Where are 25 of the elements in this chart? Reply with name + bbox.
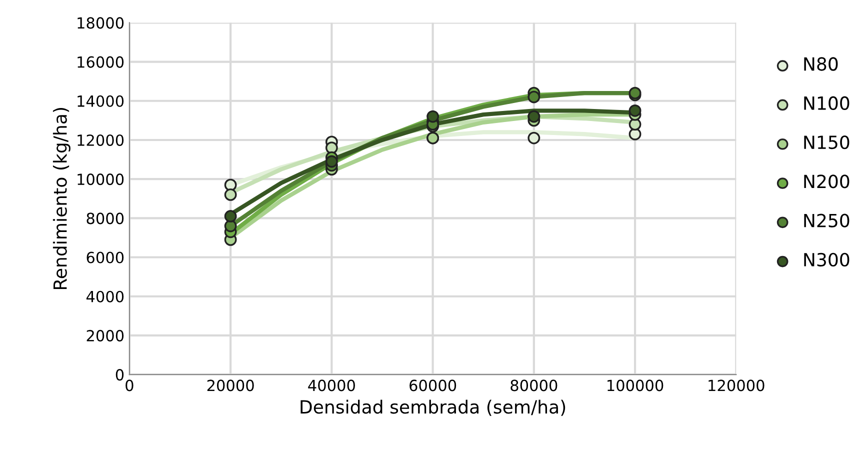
legend-label: N100 bbox=[804, 96, 850, 110]
y-tick-label: 14000 bbox=[78, 95, 124, 107]
y-tick-label: 12000 bbox=[78, 134, 124, 146]
legend-label: N80 bbox=[804, 57, 838, 71]
legend-label: N150 bbox=[804, 135, 850, 150]
y-tick-label: 0 bbox=[116, 369, 124, 381]
legend-label: N200 bbox=[804, 174, 850, 188]
x-tick-label: 0 bbox=[126, 380, 134, 392]
y-tick-label: 2000 bbox=[86, 330, 124, 342]
legend-label: N300 bbox=[804, 252, 850, 267]
y-tick-label: 6000 bbox=[86, 252, 124, 264]
x-axis-title: Densidad sembrada (sem/ha) bbox=[300, 400, 566, 416]
x-tick-label: 60000 bbox=[410, 380, 456, 392]
x-tick-label: 40000 bbox=[308, 380, 355, 392]
x-tick-label: 120000 bbox=[708, 380, 764, 392]
y-tick-label: 18000 bbox=[78, 17, 124, 29]
legend-label: N250 bbox=[804, 214, 850, 228]
x-tick-label: 80000 bbox=[510, 380, 558, 392]
x-tick-label: 20000 bbox=[207, 380, 254, 392]
x-tick-label: 100000 bbox=[608, 380, 664, 392]
y-tick-label: 10000 bbox=[78, 174, 124, 186]
y-tick-label: 4000 bbox=[86, 290, 124, 302]
y-axis-title: Rendimiento (kg/ha) bbox=[52, 108, 70, 290]
y-tick-label: 16000 bbox=[78, 56, 124, 68]
y-tick-label: 8000 bbox=[86, 212, 124, 224]
